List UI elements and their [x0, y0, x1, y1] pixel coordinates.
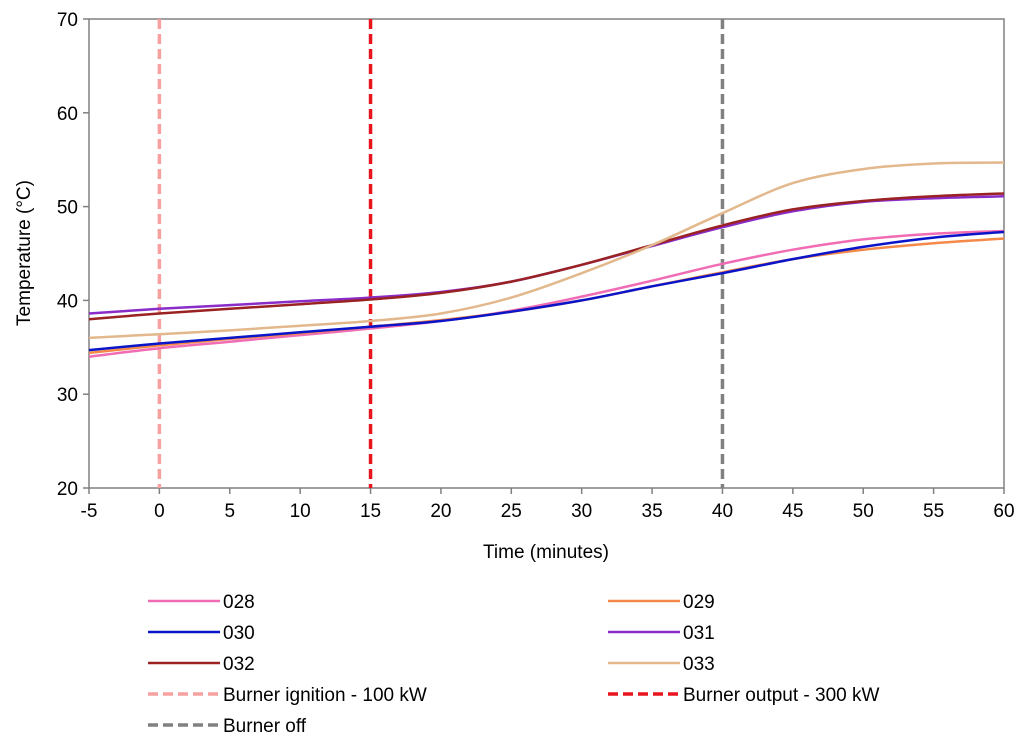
reference-lines [157, 19, 725, 488]
legend: 028 029 030 031 032 033 Burner ignition - 100 … [148, 592, 879, 737]
y-tick-label: 30 [57, 385, 78, 406]
legend-label: 029 [683, 592, 715, 613]
x-tick-label: 55 [923, 501, 944, 522]
x-tick-label: 25 [501, 501, 522, 522]
series-lines [88, 161, 1005, 358]
series-line-030 [88, 230, 1005, 352]
legend-label: 033 [683, 654, 715, 675]
x-tick-label: 45 [782, 501, 803, 522]
y-tick-label: 40 [57, 291, 78, 312]
legend-label: Burner output - 300 kW [683, 685, 879, 706]
x-tick-label: 15 [360, 501, 381, 522]
y-tick-label: 50 [57, 198, 78, 219]
x-tick-label: 60 [993, 501, 1014, 522]
series-line-033 [88, 161, 1005, 340]
y-axis-title: Temperature (°C) [14, 180, 35, 326]
legend-label: 028 [223, 592, 255, 613]
x-tick-label: 0 [154, 501, 165, 522]
legend-label: 030 [223, 623, 255, 644]
plot-area [88, 18, 1005, 489]
x-tick-label: 30 [571, 501, 592, 522]
x-tick-label: 50 [853, 501, 874, 522]
x-axis-ticks: -5 0 5 10 15 20 25 30 35 40 45 50 55 60 [81, 488, 1015, 522]
y-tick-label: 20 [57, 479, 78, 500]
legend-label: 031 [683, 623, 715, 644]
y-axis-ticks: 20 30 40 50 60 70 [57, 10, 89, 500]
x-tick-label: 10 [290, 501, 311, 522]
y-tick-label: 70 [57, 10, 78, 31]
y-tick-label: 60 [57, 104, 78, 125]
x-tick-label: 5 [224, 501, 235, 522]
x-axis-title: Time (minutes) [483, 542, 609, 563]
series-line-032 [88, 192, 1005, 321]
x-tick-label: -5 [81, 501, 98, 522]
legend-label: 032 [223, 654, 255, 675]
x-tick-label: 35 [642, 501, 663, 522]
x-tick-label: 40 [712, 501, 733, 522]
x-tick-label: 20 [430, 501, 451, 522]
series-line-028 [88, 229, 1005, 358]
legend-label: Burner ignition - 100 kW [223, 685, 427, 706]
legend-label: Burner off [223, 716, 307, 737]
